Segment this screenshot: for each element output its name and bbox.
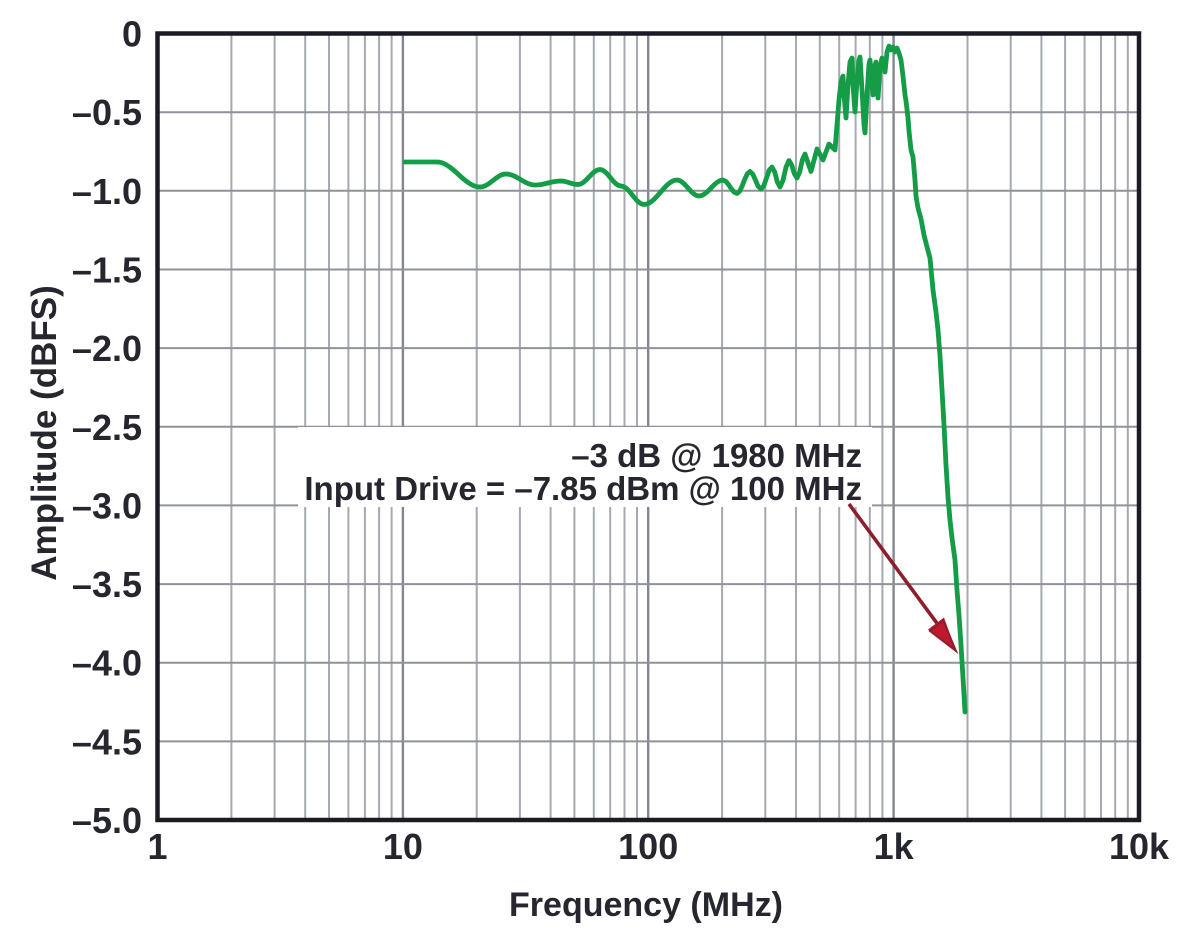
svg-text:100: 100 (618, 826, 678, 867)
svg-text:Frequency (MHz): Frequency (MHz) (509, 886, 783, 924)
svg-text:Amplitude (dBFS): Amplitude (dBFS) (25, 285, 64, 581)
svg-text:1k: 1k (874, 826, 915, 867)
svg-text:–3.5: –3.5 (72, 564, 142, 605)
svg-text:–3.0: –3.0 (72, 485, 142, 526)
svg-text:1: 1 (147, 826, 167, 867)
svg-text:10: 10 (383, 826, 423, 867)
svg-text:–1.5: –1.5 (72, 250, 142, 291)
svg-text:–3 dB @ 1980 MHz: –3 dB @ 1980 MHz (571, 437, 862, 474)
svg-text:–4.5: –4.5 (72, 721, 142, 762)
svg-text:0: 0 (122, 14, 142, 55)
svg-text:–0.5: –0.5 (72, 92, 142, 133)
svg-text:–4.0: –4.0 (72, 643, 142, 684)
svg-text:–1.0: –1.0 (72, 171, 142, 212)
svg-text:–2.0: –2.0 (72, 328, 142, 369)
svg-text:10k: 10k (1109, 826, 1170, 867)
svg-text:–5.0: –5.0 (72, 800, 142, 841)
svg-text:Input Drive = –7.85 dBm @ 100: Input Drive = –7.85 dBm @ 100 MHz (304, 470, 862, 507)
svg-text:–2.5: –2.5 (72, 407, 142, 448)
